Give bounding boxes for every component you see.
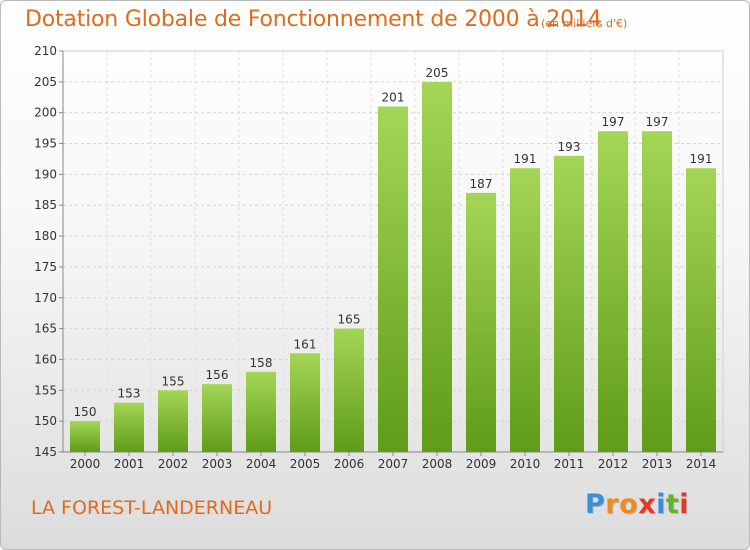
chart-title: Dotation Globale de Fonctionnement de 20…: [25, 7, 602, 32]
bar-2006: [334, 328, 364, 452]
bar-value-label: 153: [118, 387, 141, 401]
logo-letter: t: [665, 489, 680, 520]
logo-letter: x: [638, 489, 657, 520]
y-tick-label: 195: [34, 137, 57, 151]
logo-letter: i: [679, 489, 690, 520]
bar-value-label: 165: [338, 313, 361, 327]
x-tick-label: 2008: [422, 457, 453, 471]
y-tick-label: 155: [34, 383, 57, 397]
bar-chart: 145 150 155 160 165 170 175 180 185 190 195 200 205 2…: [34, 44, 724, 471]
y-tick-label: 170: [34, 291, 57, 305]
x-tick-label: 2005: [290, 457, 321, 471]
bar-value-label: 161: [294, 337, 317, 351]
x-tick-label: 2011: [554, 457, 585, 471]
y-tick-label: 160: [34, 352, 57, 366]
bar-2004: [246, 371, 276, 452]
bars: [70, 81, 716, 453]
y-tick-label: 180: [34, 229, 57, 243]
y-tick-label: 185: [34, 198, 57, 212]
y-tick-label: 145: [34, 445, 57, 459]
bar-value-label: 197: [602, 115, 625, 129]
bar-value-label: 156: [206, 368, 229, 382]
chart-subtitle: (en milliers d'€): [541, 17, 628, 30]
bar-value-label: 197: [646, 115, 669, 129]
x-tick-label: 2010: [510, 457, 541, 471]
y-tick-label: 165: [34, 322, 57, 336]
y-tick-label: 200: [34, 106, 57, 120]
bar-2013: [642, 131, 672, 452]
logo-letter: i: [656, 489, 666, 520]
bar-2000: [70, 421, 100, 452]
bar-value-label: 201: [382, 91, 405, 105]
labels: 145 150 155 160 165 170 175 180 185 190 195 200 205 2…: [34, 44, 716, 471]
bar-2005: [290, 353, 320, 452]
x-tick-label: 2003: [202, 457, 233, 471]
y-tick-label: 210: [34, 44, 57, 58]
y-tick-label: 205: [34, 75, 57, 89]
x-tick-label: 2000: [70, 457, 101, 471]
logo-letter: o: [619, 489, 639, 520]
bar-value-label: 187: [470, 177, 493, 191]
x-tick-label: 2004: [246, 457, 277, 471]
logo-letter: r: [605, 489, 620, 520]
bar-2009: [466, 192, 496, 452]
bar-value-label: 193: [558, 140, 581, 154]
bar-2012: [598, 131, 628, 452]
y-tick-label: 190: [34, 167, 57, 181]
x-tick-label: 2006: [334, 457, 365, 471]
x-tick-label: 2002: [158, 457, 189, 471]
bar-value-label: 191: [690, 152, 713, 166]
bar-value-label: 158: [250, 356, 273, 370]
bar-2014: [686, 168, 716, 452]
place-name: LA FOREST-LANDERNEAU: [31, 497, 273, 519]
logo-letter: P: [585, 489, 606, 520]
bar-2008: [422, 81, 452, 452]
bar-2002: [158, 390, 188, 452]
bar-2003: [202, 384, 232, 452]
y-tick-label: 150: [34, 414, 57, 428]
bar-2007: [378, 106, 408, 453]
bar-value-label: 150: [74, 405, 97, 419]
x-tick-label: 2014: [686, 457, 717, 471]
bar-value-label: 155: [162, 374, 185, 388]
proxiti-logo[interactable]: Proxiti: [585, 489, 689, 520]
bar-2011: [554, 155, 584, 452]
bar-2001: [114, 402, 144, 452]
bar-value-label: 205: [426, 66, 449, 80]
x-tick-label: 2012: [598, 457, 629, 471]
bar-value-label: 191: [514, 152, 537, 166]
x-tick-label: 2007: [378, 457, 409, 471]
x-tick-label: 2013: [642, 457, 673, 471]
x-tick-label: 2009: [466, 457, 497, 471]
x-tick-label: 2001: [114, 457, 145, 471]
bar-2010: [510, 168, 540, 452]
y-tick-label: 175: [34, 260, 57, 274]
